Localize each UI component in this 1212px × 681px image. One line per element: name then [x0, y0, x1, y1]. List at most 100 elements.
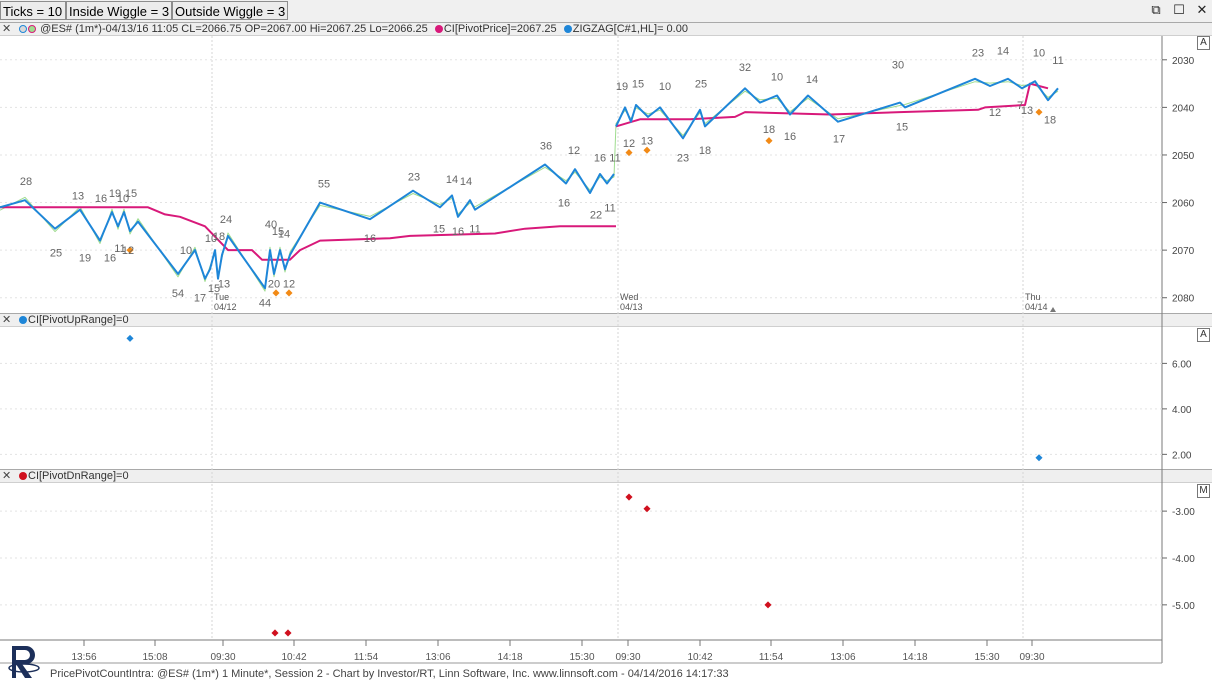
zigzag-line [615, 77, 1059, 140]
pivot-count-label: 15 [632, 79, 644, 91]
pivot-count-label: 12 [283, 278, 295, 290]
pivot-up-point [126, 334, 134, 342]
pivot-marker [126, 246, 134, 254]
pivot-count-label: 15 [272, 226, 284, 238]
outside-wiggle-button[interactable]: Outside Wiggle = 3 [172, 1, 288, 20]
close-window-icon[interactable]: ✕ [1196, 2, 1208, 17]
pivot-up-point [1035, 454, 1043, 462]
pivot-price-dot-icon [434, 25, 443, 33]
time-axis-label: 09:30 [210, 652, 235, 663]
price-pane: 2080207020602050204020302825131916161910… [0, 45, 1195, 312]
time-axis-label: 10:42 [687, 652, 712, 663]
pivot-count-label: 19 [79, 252, 91, 264]
scale-mode-button[interactable]: A [1197, 328, 1210, 342]
zigzag-label[interactable]: ZIGZAG[C#1,HL]= 0.00 [572, 23, 688, 35]
series-color-icon [19, 25, 27, 33]
pivot-count-label: 18 [763, 124, 775, 136]
pivot-up-tick-label: 6.00 [1172, 359, 1192, 370]
pivot-count-label: 14 [446, 174, 458, 186]
symbol-info[interactable]: @ES# (1m*)-04/13/16 11:05 CL=2066.75 OP=… [40, 23, 428, 35]
pivot-count-label: 11 [609, 152, 620, 164]
time-axis-label: 11:54 [759, 652, 784, 663]
pivot-count-label: 24 [220, 214, 232, 226]
close-pane-icon[interactable]: ✕ [2, 314, 12, 326]
pivot-count-label: 10 [659, 81, 671, 93]
pivot-count-label: 22 [590, 209, 602, 221]
pivot-up-pane-header: ✕ CI[PivotUpRange]=0 [0, 313, 1212, 327]
current-bar-icon [1050, 307, 1056, 312]
scale-mode-button[interactable]: M [1197, 484, 1210, 498]
time-axis-label: 14:18 [902, 652, 927, 663]
toolbar: Ticks = 10 Inside Wiggle = 3 Outside Wig… [0, 0, 1212, 23]
time-axis-label: 15:30 [974, 652, 999, 663]
pivot-count-label: 36 [540, 140, 552, 152]
pivot-count-label: 20 [268, 278, 280, 290]
pivot-count-label: 25 [50, 248, 62, 260]
pivot-count-label: 15 [125, 188, 137, 200]
pivot-dn-point [284, 629, 292, 637]
pivot-up-pane: 6.00 4.00 2.00 [126, 334, 1192, 462]
pivot-count-label: 10 [117, 193, 129, 205]
pivot-count-label: 16 [784, 131, 796, 143]
day-label: Tue [214, 292, 229, 302]
pivot-count-label: 14 [460, 176, 472, 188]
scale-mode-button[interactable]: A [1197, 36, 1210, 50]
maximize-window-icon[interactable]: ☐ [1173, 2, 1185, 17]
pivot-count-label: 13 [218, 278, 230, 290]
pivot-dn-pane-header: ✕ CI[PivotDnRange]=0 [0, 469, 1212, 483]
pivot-count-label: 11 [114, 243, 125, 255]
pivot-count-label: 11 [604, 202, 615, 214]
pivot-count-label: 10 [180, 245, 192, 257]
time-axis-label: 09:30 [1019, 652, 1044, 663]
pivot-count-label: 18 [1044, 114, 1056, 126]
pivot-count-label: 15 [433, 224, 445, 236]
pivot-count-label: 25 [695, 79, 707, 91]
price-tick-label: 2060 [1172, 199, 1195, 210]
pivot-count-label: 11 [469, 224, 480, 236]
close-pane-icon[interactable]: ✕ [2, 23, 12, 35]
price-legend: @ES# (1m*)-04/13/16 11:05 CL=2066.75 OP=… [19, 23, 688, 35]
pivot-count-label: 12 [122, 245, 134, 257]
time-axis-label: 15:08 [142, 652, 167, 663]
pivot-count-label: 14 [806, 74, 818, 86]
pivot-dn-label[interactable]: CI[PivotDnRange]=0 [28, 470, 129, 482]
pivot-count-label: 16 [558, 198, 570, 210]
pivot-price-line [0, 206, 616, 261]
pivot-count-label: 23 [972, 48, 984, 60]
price-bars [0, 81, 1059, 292]
price-tick-label: 2070 [1172, 246, 1195, 257]
pivot-marker [765, 137, 773, 145]
pivot-count-label: 7 [1017, 100, 1023, 112]
pivot-count-label: 19 [109, 188, 121, 200]
time-axis-label: 09:30 [615, 652, 640, 663]
pivot-dn-dot-icon [19, 472, 27, 480]
inside-wiggle-button[interactable]: Inside Wiggle = 3 [66, 1, 172, 20]
pivot-count-label: 19 [616, 81, 628, 93]
time-axis-label: 13:56 [71, 652, 96, 663]
pivot-dn-point [625, 493, 633, 501]
pivot-count-label: 17 [833, 133, 845, 145]
pivot-count-label: 16 [452, 226, 464, 238]
pivot-count-label: 32 [739, 62, 751, 74]
pivot-count-label: 11 [1052, 55, 1063, 67]
pivot-count-label: 18 [699, 145, 711, 157]
restore-window-icon[interactable]: ⧉ [1151, 2, 1161, 17]
time-axis-label: 14:18 [497, 652, 522, 663]
ticks-button[interactable]: Ticks = 10 [0, 1, 66, 20]
time-axis: 13:56 15:08 09:30 10:42 11:54 13:06 14:18 15:30… [71, 640, 1045, 663]
pivot-count-label: 28 [20, 176, 32, 188]
pivot-price-label[interactable]: CI[PivotPrice]=2067.25 [443, 23, 557, 35]
pivot-count-label: 23 [408, 171, 420, 183]
pivot-count-label: 18 [213, 231, 225, 243]
price-tick-label: 2050 [1172, 151, 1195, 162]
pivot-up-tick-label: 4.00 [1172, 405, 1192, 416]
pivot-marker [272, 289, 280, 297]
pivot-count-label: 40 [265, 219, 277, 231]
pivot-count-label: 15 [896, 121, 908, 133]
close-pane-icon[interactable]: ✕ [2, 470, 12, 482]
pivot-up-label[interactable]: CI[PivotUpRange]=0 [28, 314, 129, 326]
pivot-count-label: 23 [677, 152, 689, 164]
time-axis-label: 15:30 [569, 652, 594, 663]
date-label: 04/13 [620, 302, 643, 312]
